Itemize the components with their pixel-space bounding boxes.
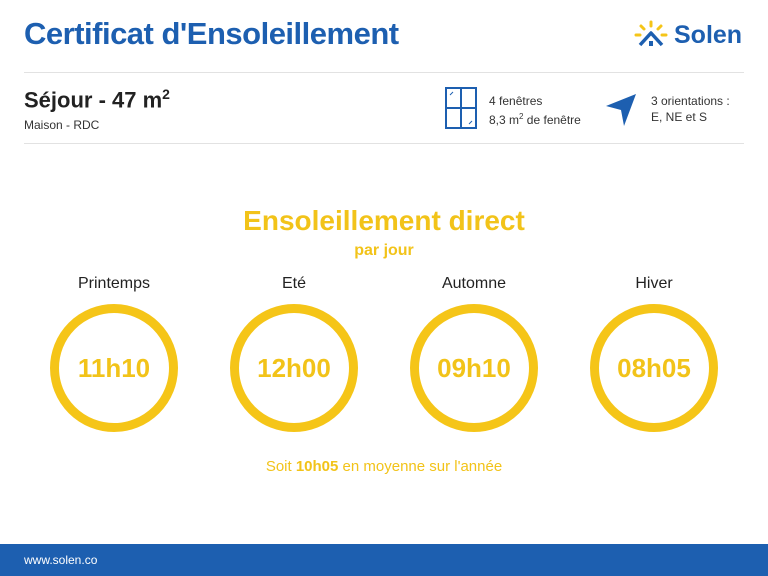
average-text: Soit 10h05 en moyenne sur l'année (0, 458, 768, 475)
solen-logo: Solen (634, 20, 742, 50)
season-label-automne: Automne (441, 275, 507, 292)
orientations-list: E, NE et S (651, 110, 708, 124)
window-icon (445, 87, 477, 129)
window-area-value: 8,3 m (489, 113, 520, 127)
section-subtitle: par jour (354, 242, 414, 259)
compass-arrow-icon (606, 94, 636, 126)
footer: www.solen.co (0, 544, 768, 576)
season-label-hiver: Hiver (635, 275, 673, 292)
divider (24, 72, 744, 73)
room-subtitle: Maison - RDC (24, 118, 100, 132)
website-link[interactable]: www.solen.co (24, 553, 98, 567)
room-title: Séjour - 47 m2 (24, 86, 170, 113)
page-title: Certificat d'Ensoleillement (24, 16, 399, 51)
window-area-suffix: de fenêtre (523, 113, 581, 127)
average-value: 10h05 (295, 458, 339, 475)
season-label-printemps: Printemps (77, 275, 151, 292)
room-exponent: 2 (162, 86, 170, 102)
hours-ring-automne: 09h10 (410, 304, 538, 432)
hours-ring-printemps: 11h10 (50, 304, 178, 432)
section-title: Ensoleillement direct (243, 205, 525, 236)
average-prefix: Soit (265, 458, 296, 475)
window-area-exp: 2 (519, 112, 524, 121)
orientations-info: 3 orientations : E, NE et S (651, 93, 730, 125)
room-name: Séjour - 47 m (24, 87, 163, 113)
brand-name: Solen (674, 20, 743, 49)
hours-ring-ete: 12h00 (230, 304, 358, 432)
hours-ring-hiver: 08h05 (590, 304, 718, 432)
windows-info: 4 fenêtres 8,3 m2 de fenêtre (489, 93, 581, 128)
divider (24, 143, 744, 144)
average-suffix: en moyenne sur l'année (338, 458, 503, 475)
season-label-ete: Eté (281, 275, 306, 292)
window-count: 4 fenêtres (489, 94, 543, 108)
orientations-count: 3 orientations : (651, 94, 730, 108)
sun-house-icon (634, 20, 668, 47)
window-area: 8,3 m2 de fenêtre (489, 109, 581, 128)
